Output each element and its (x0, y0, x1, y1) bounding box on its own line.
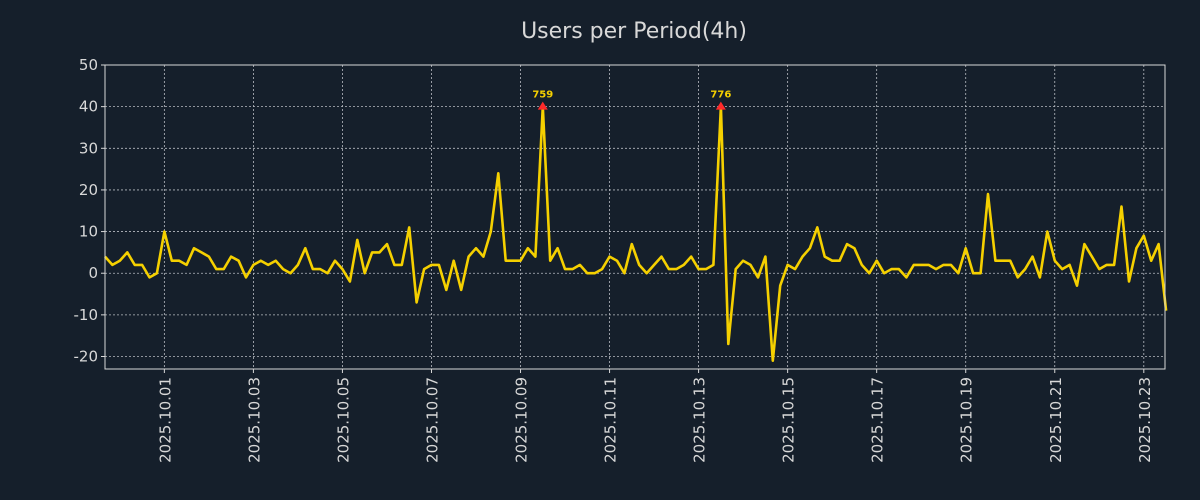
x-tick-label: 2025.10.11 (602, 377, 620, 463)
x-axis: 2025.10.01 2025.10.03 2025.10.05 2025.10.07… (156, 369, 1154, 463)
y-tick-label: 20 (79, 181, 98, 199)
y-tick-label: -10 (74, 306, 99, 324)
y-tick-label: 50 (79, 56, 98, 74)
x-tick-label: 2025.10.19 (958, 377, 976, 463)
x-tick-label: 2025.10.03 (245, 377, 263, 463)
y-tick-label: -20 (74, 348, 99, 366)
y-axis: -20 -10 0 10 20 30 40 50 (74, 56, 105, 366)
peak-label: 759 (532, 90, 553, 101)
y-tick-label: 40 (79, 98, 98, 116)
peak-label: 776 (710, 90, 731, 101)
chart-title: Users per Period(4h) (521, 19, 747, 44)
series-line-users (104, 105, 1168, 363)
x-tick-label: 2025.10.01 (156, 377, 174, 463)
y-tick-label: 0 (88, 264, 98, 282)
x-tick-label: 2025.10.07 (423, 377, 441, 463)
x-tick-label: 2025.10.13 (691, 377, 709, 463)
grid-lines (105, 65, 1165, 369)
y-tick-label: 10 (79, 223, 98, 241)
plot-frame (104, 64, 1166, 370)
x-tick-label: 2025.10.09 (513, 377, 531, 463)
peak-marker (537, 101, 548, 110)
x-tick-label: 2025.10.17 (869, 377, 887, 463)
x-tick-label: 2025.10.23 (1136, 377, 1154, 463)
x-tick-label: 2025.10.05 (334, 377, 352, 463)
annotations: 759 776 (532, 90, 731, 110)
y-tick-label: 30 (79, 139, 98, 157)
x-tick-label: 2025.10.15 (780, 377, 798, 463)
peak-marker (715, 101, 726, 110)
series-layer (104, 105, 1168, 363)
x-tick-label: 2025.10.21 (1047, 377, 1065, 463)
